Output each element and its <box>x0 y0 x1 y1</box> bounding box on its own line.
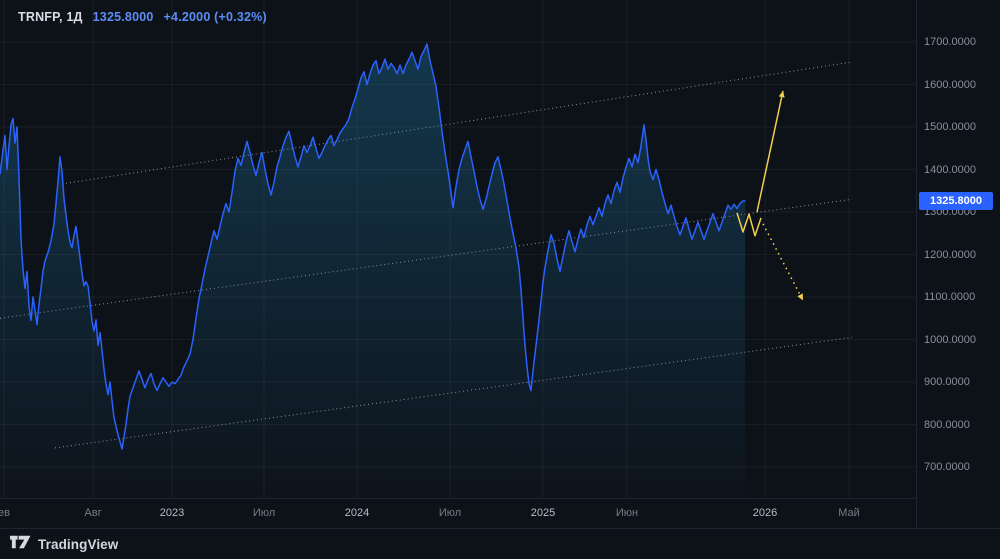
tradingview-logo-link[interactable]: TradingView <box>10 535 118 554</box>
time-axis-label: ев <box>0 507 10 519</box>
tradingview-brand-text: TradingView <box>38 536 119 552</box>
symbol-legend[interactable]: TRNFP, 1Д 1325.8000 +4.2000 (+0.32%) <box>18 10 267 24</box>
price-axis-label: 1200.0000 <box>924 248 976 261</box>
trend-channel-lines[interactable] <box>0 61 853 449</box>
time-axis-label: Авг <box>84 507 102 519</box>
tradingview-logo-icon <box>10 535 31 554</box>
time-axis-label: 2024 <box>344 507 370 519</box>
last-price-tag-text: 1325.8000 <box>930 195 982 208</box>
price-axis[interactable]: 1325.8000 1700.0000 1600.0000 1500.0000 140… <box>916 0 1000 528</box>
time-axis-label: 2026 <box>752 507 778 519</box>
price-line-series[interactable] <box>0 43 746 450</box>
price-axis-label: 900.0000 <box>924 376 970 388</box>
time-axis[interactable]: ев Авг 2023 Июл 2024 Июл 2025 Июн 2026 Май <box>0 498 916 529</box>
time-axis-label: Июл <box>438 507 462 519</box>
time-axis-label: Май <box>838 507 860 519</box>
price-axis-label: 1100.0000 <box>924 291 976 303</box>
projection-arrows[interactable] <box>736 90 804 301</box>
price-axis-label: 1000.0000 <box>924 333 976 346</box>
price-axis-label: 800.0000 <box>924 418 970 431</box>
price-axis-label: 700.0000 <box>924 461 970 473</box>
last-price-tag: 1325.8000 <box>919 192 993 211</box>
price-chart-svg <box>0 0 916 498</box>
price-axis-label: 1500.0000 <box>924 121 976 133</box>
price-axis-label: 1600.0000 <box>924 78 976 91</box>
price-axis-label: 1400.0000 <box>924 163 976 176</box>
price-axis-label: 1700.0000 <box>924 36 976 48</box>
area-fill-series <box>0 44 745 498</box>
footer-bar: TradingView <box>0 528 1000 559</box>
time-axis-label: Июл <box>252 507 276 519</box>
time-axis-label: 2025 <box>530 507 556 519</box>
symbol-name[interactable]: TRNFP, 1Д <box>18 10 83 24</box>
time-axis-label: 2023 <box>159 507 185 519</box>
last-price-value: 1325.8000 <box>92 10 154 24</box>
chart-pane[interactable]: TRNFP, 1Д 1325.8000 +4.2000 (+0.32%) <box>0 0 916 498</box>
price-change-value: +4.2000 (+0.32%) <box>163 10 267 24</box>
time-axis-label: Июн <box>615 507 639 519</box>
